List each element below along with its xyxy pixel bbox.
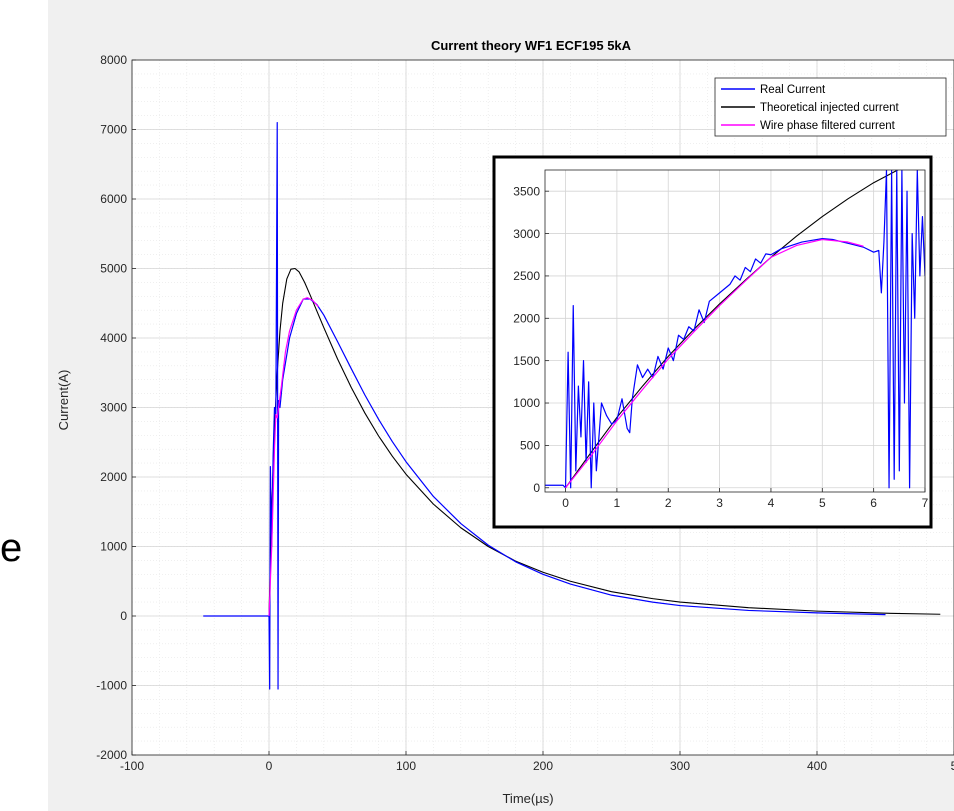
main-x-tick-label: 100 (396, 759, 416, 773)
main-y-tick-label: 7000 (100, 123, 127, 137)
legend-entry: Wire phase filtered current (760, 120, 896, 132)
main-y-tick-label: 1000 (100, 540, 127, 554)
main-x-tick-label: 400 (807, 759, 827, 773)
main-y-tick-label: 4000 (100, 331, 127, 345)
main-y-tick-label: -2000 (96, 748, 127, 762)
series-line-wire-phase-filtered-current (565, 238, 864, 489)
main-y-tick-label: -1000 (96, 679, 127, 693)
main-y-tick-label: 0 (120, 609, 127, 623)
inset-y-tick-label: 1500 (513, 354, 540, 368)
inset-x-tick-label: 5 (819, 496, 826, 510)
main-x-tick-label: 5 (951, 759, 954, 773)
series-line-real-current (203, 121, 886, 690)
y-axis-label: Current(A) (56, 370, 71, 431)
main-y-tick-label: 5000 (100, 262, 127, 276)
inset-axes: 0 1 2 3 4 5 6 7 0 500 1000 1500 2000 2500 3000 3500 (492, 155, 933, 529)
inset-series-lines (545, 170, 925, 489)
series-line-theoretical-injected-current (268, 267, 941, 617)
inset-x-tick-label: 6 (870, 496, 877, 510)
legend: Real Current Theoretical injected current… (714, 77, 947, 137)
main-series-lines (203, 121, 941, 690)
inset-y-tick-label: 3000 (513, 227, 540, 241)
legend-box (714, 77, 947, 137)
series-line-wire-phase-filtered-current (268, 297, 319, 617)
inset-y-tick-label: 0 (533, 481, 540, 495)
inset-x-tick-label: 1 (614, 496, 621, 510)
main-y-tick-label: 3000 (100, 401, 127, 415)
inset-y-tick-label: 1000 (513, 396, 540, 410)
inset-y-tick-label: 2500 (513, 269, 540, 283)
main-y-tick-label: 8000 (100, 53, 127, 67)
main-x-tick-label: -100 (120, 759, 144, 773)
figure-canvas: -10001002003004005-2000-1000010002000300… (56, 38, 954, 806)
main-y-tick-label: 2000 (100, 470, 127, 484)
inset-y-tick-label: 500 (520, 439, 540, 453)
inset-x-tick-label: 0 (562, 496, 569, 510)
inset-x-tick-label: 2 (665, 496, 672, 510)
cropped-text-glyph: e (0, 526, 23, 570)
legend-entry: Real Current (760, 84, 826, 96)
inset-plot-background (545, 170, 925, 492)
main-x-tick-label: 200 (533, 759, 553, 773)
figure-window: -10001002003004005-2000-1000010002000300… (48, 0, 954, 811)
series-line-real-current (545, 170, 925, 489)
x-axis-label: Time(µs) (502, 791, 553, 806)
inset-x-tick-label: 3 (716, 496, 723, 510)
inset-x-tick-label: 7 (922, 496, 929, 510)
inset-y-tick-label: 3500 (513, 184, 540, 198)
legend-entry: Theoretical injected current (760, 102, 900, 114)
inset-y-tick-label: 2000 (513, 311, 540, 325)
main-x-tick-label: 300 (670, 759, 690, 773)
inset-frame (544, 169, 926, 493)
chart-title: Current theory WF1 ECF195 5kA (431, 38, 632, 53)
series-line-theoretical-injected-current (565, 170, 899, 489)
main-y-tick-label: 6000 (100, 192, 127, 206)
inset-x-tick-label: 4 (768, 496, 775, 510)
main-x-tick-label: 0 (266, 759, 273, 773)
